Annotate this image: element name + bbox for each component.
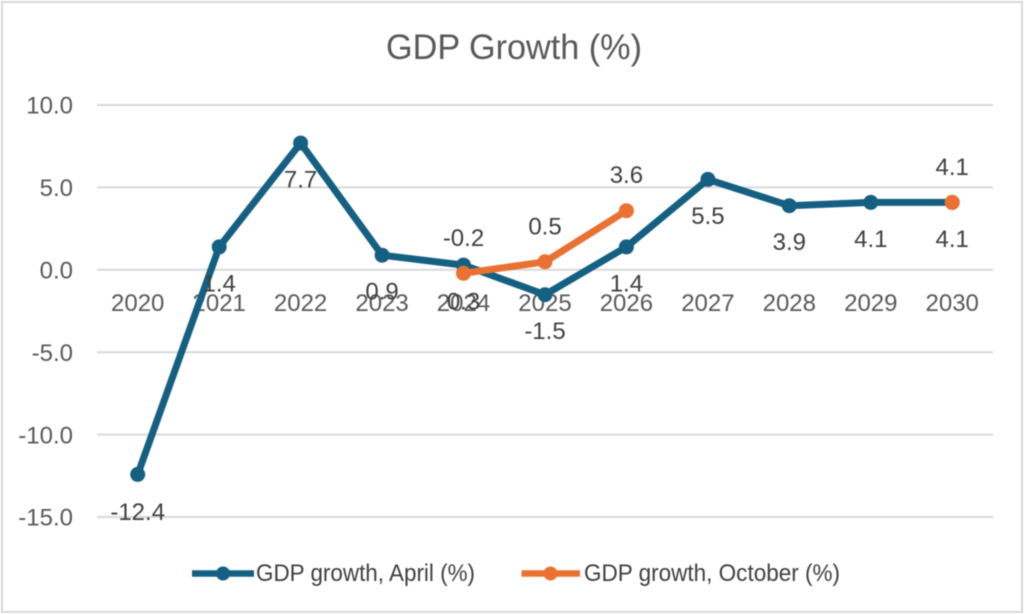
- svg-text:3.6: 3.6: [610, 162, 643, 189]
- svg-text:2024: 2024: [437, 290, 490, 317]
- svg-text:0.0: 0.0: [40, 258, 73, 285]
- svg-text:-5.0: -5.0: [32, 340, 73, 367]
- svg-text:-10.0: -10.0: [18, 422, 73, 449]
- svg-text:3.9: 3.9: [773, 229, 806, 256]
- svg-text:4.1: 4.1: [854, 226, 887, 253]
- svg-text:-0.2: -0.2: [443, 225, 484, 252]
- svg-text:2028: 2028: [763, 290, 816, 317]
- svg-text:2023: 2023: [355, 290, 408, 317]
- svg-text:7.7: 7.7: [284, 167, 317, 194]
- svg-text:2030: 2030: [926, 290, 979, 317]
- svg-text:0.9: 0.9: [365, 279, 398, 306]
- svg-text:GDP growth, October (%): GDP growth, October (%): [584, 560, 840, 587]
- svg-text:-15.0: -15.0: [18, 505, 73, 532]
- svg-text:0.3: 0.3: [447, 289, 480, 316]
- svg-text:2020: 2020: [111, 290, 164, 317]
- svg-text:5.5: 5.5: [691, 203, 724, 230]
- svg-text:1.4: 1.4: [203, 270, 236, 297]
- svg-text:5.0: 5.0: [40, 175, 73, 202]
- svg-text:1.4: 1.4: [610, 270, 643, 297]
- svg-text:4.1: 4.1: [936, 226, 969, 253]
- svg-text:0.5: 0.5: [528, 213, 561, 240]
- svg-text:-1.5: -1.5: [524, 318, 565, 345]
- svg-text:2029: 2029: [844, 290, 897, 317]
- svg-text:GDP Growth (%): GDP Growth (%): [386, 28, 642, 67]
- svg-text:2027: 2027: [681, 290, 734, 317]
- svg-text:2022: 2022: [274, 290, 327, 317]
- svg-text:2026: 2026: [600, 290, 653, 317]
- svg-text:-12.4: -12.4: [110, 499, 165, 526]
- svg-text:GDP growth, April (%): GDP growth, April (%): [256, 560, 475, 587]
- svg-text:10.0: 10.0: [26, 93, 73, 120]
- svg-text:4.1: 4.1: [936, 154, 969, 181]
